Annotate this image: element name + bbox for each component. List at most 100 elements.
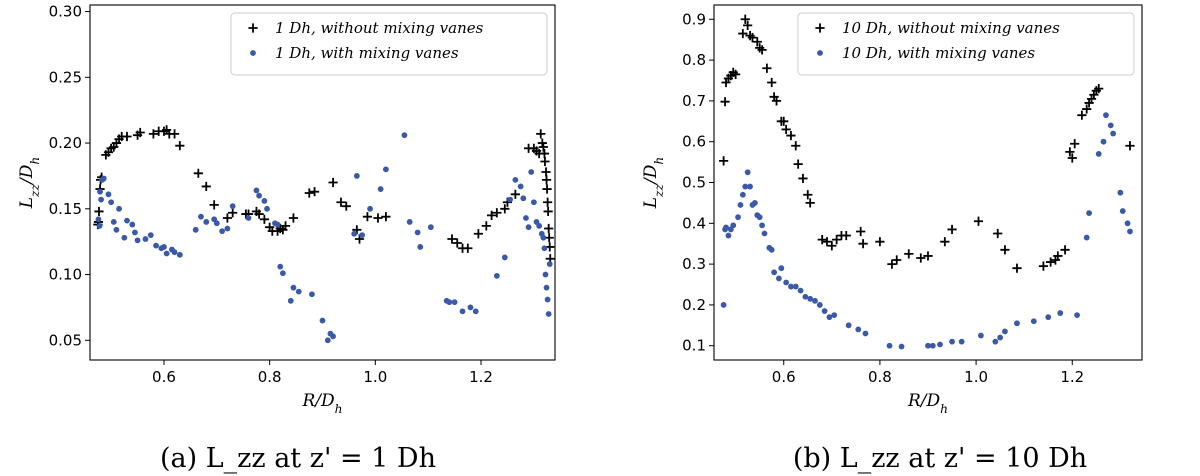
data-point <box>129 221 136 228</box>
data-point <box>319 317 326 324</box>
data-point <box>747 33 758 43</box>
legend: 10 Dh, without mixing vanes 10 Dh, with m… <box>797 12 1135 76</box>
x-tick-label: 1.0 <box>363 368 387 386</box>
data-point <box>743 20 753 31</box>
data-point <box>324 337 331 344</box>
data-point <box>539 148 550 159</box>
data-point <box>1014 320 1020 327</box>
data-point <box>887 259 897 269</box>
data-point <box>96 222 103 229</box>
chart-panel-2: 0.6 0.8 1.0 1.2 0.1 0.2 0.3 0.4 0.5 0.6 0.7 0.8 0.9 R… <box>641 4 1143 474</box>
data-point <box>169 129 180 139</box>
data-point <box>228 208 238 218</box>
data-point <box>290 284 297 291</box>
data-point <box>463 243 473 253</box>
data-point <box>493 272 500 279</box>
y-tick-label: 0.4 <box>682 214 706 232</box>
data-point <box>401 132 408 139</box>
data-point <box>481 221 491 231</box>
data-point <box>719 156 729 166</box>
data-point <box>543 284 550 291</box>
y-tick-label: 0.5 <box>682 174 706 192</box>
legend-box <box>230 12 548 76</box>
data-point <box>473 229 483 239</box>
data-point <box>875 237 885 247</box>
y-axis-label: Lzz/Dh <box>641 157 666 209</box>
data-point <box>336 197 346 207</box>
data-point <box>417 244 424 250</box>
series-2 <box>95 132 553 344</box>
data-point <box>492 208 502 218</box>
data-point <box>731 69 741 79</box>
legend-marker <box>815 23 825 33</box>
x-tick-label: 0.8 <box>868 368 892 386</box>
data-point <box>528 169 535 175</box>
data-point <box>735 214 741 221</box>
data-point <box>1125 141 1135 151</box>
y-tick-label: 0.05 <box>49 331 82 349</box>
data-point <box>937 341 943 348</box>
data-point <box>330 333 336 340</box>
data-points <box>719 14 1135 350</box>
data-point <box>541 167 551 177</box>
data-point <box>359 232 366 238</box>
data-point <box>1083 234 1090 241</box>
data-point <box>778 265 785 272</box>
data-point <box>973 216 984 226</box>
data-point <box>116 205 122 212</box>
chart-panel-1: 0.6 0.8 1.0 1.2 0.05 0.10 0.15 0.20 0.25 0.30 R/Dh… <box>17 3 556 474</box>
data-point <box>929 342 936 349</box>
data-point <box>222 213 232 223</box>
x-tick-label: 1.0 <box>964 368 988 386</box>
data-point <box>108 199 115 206</box>
data-point <box>545 311 552 317</box>
legend-marker <box>250 50 256 56</box>
series-2 <box>720 112 1133 350</box>
data-point <box>977 332 984 339</box>
data-point <box>949 338 955 345</box>
data-point <box>540 234 547 241</box>
y-tick-label: 0.15 <box>49 200 82 218</box>
data-point <box>544 296 551 303</box>
data-point <box>1000 245 1010 255</box>
data-point <box>992 338 999 345</box>
data-point <box>254 209 264 219</box>
legend-entry: 10 Dh, with mixing vanes <box>842 44 1035 62</box>
data-point <box>788 283 794 290</box>
data-point <box>309 291 315 298</box>
data-point <box>543 206 553 217</box>
legend-box <box>797 12 1135 76</box>
data-point <box>351 230 358 237</box>
data-point <box>274 221 281 228</box>
data-point <box>739 191 746 198</box>
data-point <box>802 293 809 300</box>
data-point <box>1070 139 1080 149</box>
data-point <box>540 156 550 167</box>
figure-caption: (a) L_zz at z' = 1 Dh <box>160 443 436 474</box>
y-tick-label: 0.25 <box>49 68 82 86</box>
data-point <box>122 131 132 142</box>
data-point <box>1124 220 1131 227</box>
data-point <box>451 299 458 306</box>
data-point <box>98 196 104 203</box>
data-point <box>171 249 178 256</box>
y-axis-label: Lzz/Dh <box>17 157 42 209</box>
data-point <box>446 299 453 306</box>
y-tick-label: 0.3 <box>682 255 706 273</box>
data-point <box>1045 314 1052 321</box>
data-point <box>163 250 170 257</box>
x-tick-label: 0.6 <box>152 368 176 386</box>
data-point <box>459 308 466 315</box>
data-point <box>406 219 413 225</box>
y-tick-label: 0.10 <box>49 266 82 284</box>
data-point <box>517 183 524 190</box>
data-point <box>793 159 803 169</box>
data-point <box>1065 147 1075 157</box>
data-point <box>737 202 744 208</box>
data-point <box>798 173 808 184</box>
data-point <box>738 28 748 39</box>
data-point <box>113 226 120 233</box>
data-point <box>304 188 314 198</box>
data-point <box>821 308 828 314</box>
data-point <box>993 228 1003 239</box>
